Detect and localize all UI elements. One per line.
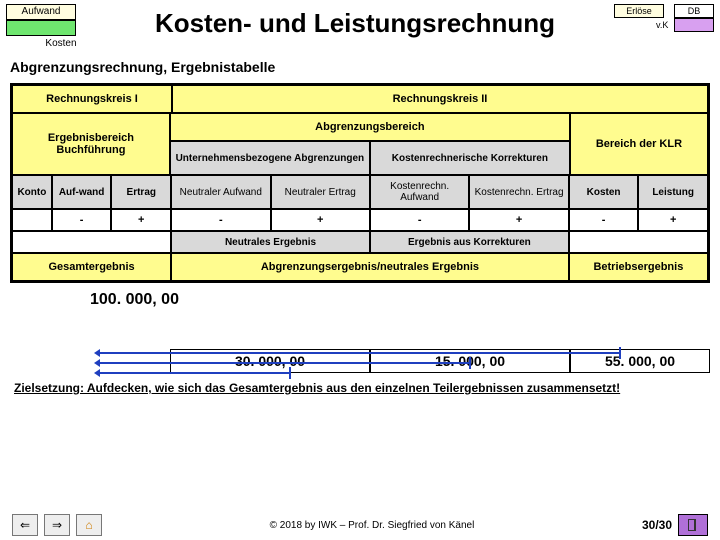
arrow-2 [100, 362, 470, 364]
kosten-badge [6, 20, 76, 36]
unt-header: Unternehmensbezogene Abgrenzungen [170, 141, 370, 175]
kauf-sign: - [370, 209, 469, 231]
nert-col: Neutraler Ertrag [271, 175, 370, 209]
neutr-erg: Neutrales Ergebnis [171, 231, 370, 253]
nert-sign: + [271, 209, 370, 231]
konto-header: Konto [12, 175, 52, 209]
vk-label: v.K [656, 20, 668, 30]
abg-erg: Abgrenzungsergebnis/neutrales Ergebnis [171, 253, 569, 281]
next-button[interactable]: ⇒ [44, 514, 70, 536]
kosten-label: Kosten [26, 38, 96, 49]
copyright-text: © 2018 by IWK – Prof. Dr. Siegfried von … [102, 520, 642, 531]
kert-sign: + [469, 209, 568, 231]
result-table: Rechnungskreis I Rechnungskreis II Ergeb… [10, 83, 710, 283]
leistung-sign: + [638, 209, 708, 231]
kosten-col: Kosten [569, 175, 639, 209]
total-value: 100. 000, 00 [90, 291, 710, 309]
aufwand-sign: - [52, 209, 112, 231]
arrow-3 [100, 372, 290, 374]
ergbf-header: Ergebnisbereich Buchführung [12, 113, 170, 175]
arrow-1 [100, 352, 620, 354]
prev-button[interactable]: ⇐ [12, 514, 38, 536]
db-fill [674, 18, 714, 32]
footer: ⇐ ⇒ ⌂ © 2018 by IWK – Prof. Dr. Siegfrie… [0, 514, 720, 536]
rk2-header: Rechnungskreis II [172, 85, 708, 113]
door-icon [686, 518, 700, 532]
subtitle: Abgrenzungsrechnung, Ergebnistabelle [0, 57, 720, 83]
nauf-col: Neutraler Aufwand [171, 175, 270, 209]
nauf-sign: - [171, 209, 270, 231]
klr-header: Bereich der KLR [570, 113, 708, 175]
rk1-header: Rechnungskreis I [12, 85, 172, 113]
gesamt-erg: Gesamtergebnis [12, 253, 171, 281]
db-badge: DB [674, 4, 714, 18]
kauf-col: Kostenrechn. Aufwand [370, 175, 469, 209]
empty-left [12, 231, 171, 253]
leistung-col: Leistung [638, 175, 708, 209]
aufwand-badge: Aufwand [6, 4, 76, 20]
home-button[interactable]: ⌂ [76, 514, 102, 536]
page-number: 30/30 [642, 518, 672, 532]
page-title: Kosten- und Leistungsrechnung [96, 4, 614, 39]
arrow-area [40, 348, 680, 408]
header-left-badges: Aufwand Kosten [6, 4, 96, 49]
betr-erg: Betriebsergebnis [569, 253, 708, 281]
aufwand-col: Auf-wand [52, 175, 112, 209]
ertrag-sign: + [111, 209, 171, 231]
ertrag-col: Ertrag [111, 175, 171, 209]
nav-icons: ⇐ ⇒ ⌂ [12, 514, 102, 536]
empty-right [569, 231, 708, 253]
abgb-header: Abgrenzungsbereich [170, 113, 570, 141]
erloese-badge: Erlöse [614, 4, 664, 18]
kert-col: Kostenrechn. Ertrag [469, 175, 568, 209]
konto-cell [12, 209, 52, 231]
kosten-sign: - [569, 209, 639, 231]
kor-header: Kostenrechnerische Korrekturen [370, 141, 570, 175]
erg-kor: Ergebnis aus Korrekturen [370, 231, 569, 253]
header: Aufwand Kosten Kosten- und Leistungsrech… [0, 0, 720, 57]
end-button[interactable] [678, 514, 708, 536]
